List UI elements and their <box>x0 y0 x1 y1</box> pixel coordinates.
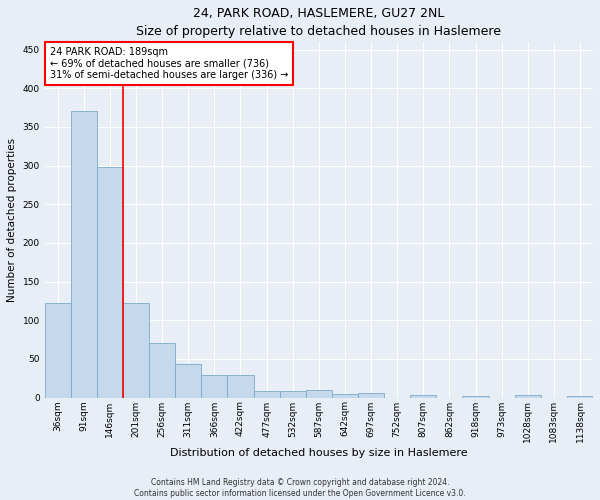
Y-axis label: Number of detached properties: Number of detached properties <box>7 138 17 302</box>
Bar <box>149 344 175 398</box>
Bar <box>358 393 384 398</box>
Bar <box>410 394 436 398</box>
Bar <box>123 304 149 398</box>
Bar <box>227 375 254 398</box>
Bar <box>71 112 97 398</box>
Bar <box>515 396 541 398</box>
Bar <box>44 304 71 398</box>
Bar <box>463 396 488 398</box>
Bar <box>567 396 593 398</box>
Bar <box>306 390 332 398</box>
Bar <box>97 167 123 398</box>
Bar <box>202 375 227 398</box>
X-axis label: Distribution of detached houses by size in Haslemere: Distribution of detached houses by size … <box>170 448 467 458</box>
Bar <box>280 392 306 398</box>
Bar <box>175 364 202 398</box>
Text: 24 PARK ROAD: 189sqm
← 69% of detached houses are smaller (736)
31% of semi-deta: 24 PARK ROAD: 189sqm ← 69% of detached h… <box>50 47 289 80</box>
Bar <box>332 394 358 398</box>
Title: 24, PARK ROAD, HASLEMERE, GU27 2NL
Size of property relative to detached houses : 24, PARK ROAD, HASLEMERE, GU27 2NL Size … <box>136 7 502 38</box>
Text: Contains HM Land Registry data © Crown copyright and database right 2024.
Contai: Contains HM Land Registry data © Crown c… <box>134 478 466 498</box>
Bar <box>254 392 280 398</box>
